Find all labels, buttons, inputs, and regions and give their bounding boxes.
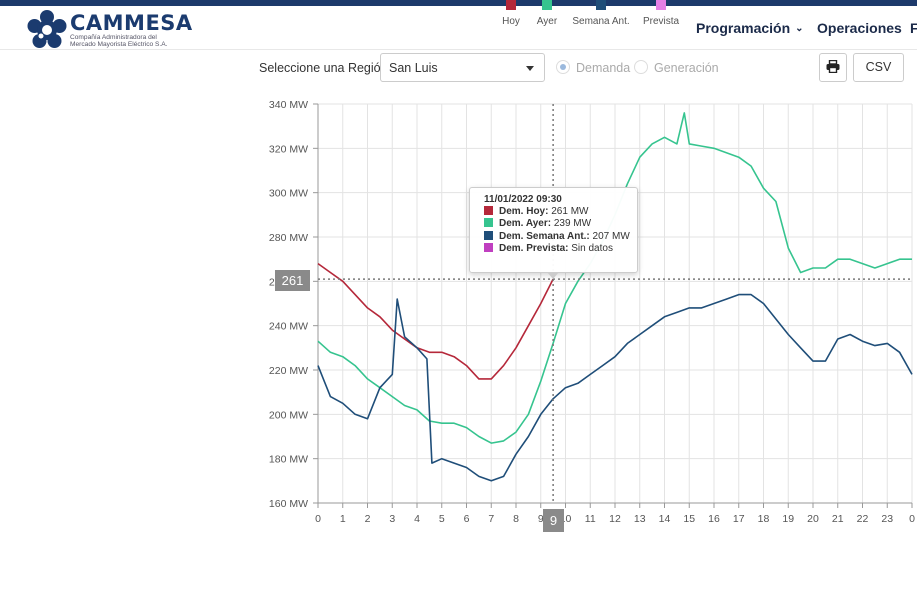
radio-generacion-label[interactable]: Generación: [654, 61, 719, 75]
brand-name: CAMMESA: [70, 11, 193, 35]
legend-label-3[interactable]: Prevista: [642, 16, 680, 27]
x-tick-label: 11: [585, 513, 596, 525]
y-tick-label: 180 MW: [269, 454, 308, 466]
tooltip-value-ayer: 239 MW: [553, 218, 592, 230]
x-tick-label: 12: [609, 513, 621, 525]
site-header: CAMMESA Compañía Administradora del Merc…: [0, 6, 917, 50]
y-tick-label: 240 MW: [269, 321, 308, 333]
logo-mark-icon: [27, 10, 67, 48]
tooltip-swatch-hoy: [484, 206, 493, 215]
x-tick-label: 16: [708, 513, 720, 525]
legend-label-2[interactable]: Semana Ant.: [572, 16, 630, 27]
x-tick-label: 10: [560, 513, 572, 525]
x-tick-label: 22: [857, 513, 869, 525]
crosshair-y-badge: 261: [275, 270, 310, 291]
x-tick-label: 7: [488, 513, 494, 525]
nav-next-item[interactable]: F: [910, 20, 917, 36]
legend-swatch-3[interactable]: [656, 0, 666, 10]
x-tick-label: 8: [513, 513, 519, 525]
region-select[interactable]: San Luis: [380, 53, 545, 82]
print-icon: [826, 59, 840, 74]
nav-operaciones[interactable]: Operaciones: [817, 20, 902, 36]
x-tick-label: 0: [315, 513, 321, 525]
x-tick-label: 2: [365, 513, 371, 525]
radio-generacion[interactable]: [634, 60, 648, 74]
y-tick-label: 220 MW: [269, 365, 308, 377]
legend-swatch-0[interactable]: [506, 0, 516, 10]
x-tick-label: 20: [807, 513, 819, 525]
y-tick-label: 280 MW: [269, 232, 308, 244]
legend-label-1[interactable]: Ayer: [536, 16, 558, 27]
x-tick-label: 14: [659, 513, 671, 525]
x-tick-label: 19: [782, 513, 794, 525]
y-tick-label: 300 MW: [269, 188, 308, 200]
x-tick-label: 0: [909, 513, 915, 525]
radio-demanda-label[interactable]: Demanda: [576, 61, 631, 75]
brand-tagline-line-2: Mercado Mayorista Eléctrico S.A.: [70, 41, 168, 48]
x-tick-label: 3: [389, 513, 395, 525]
top-accent-bar: [0, 0, 917, 6]
y-tick-label: 160 MW: [269, 498, 308, 510]
series-line-semana-ant[interactable]: [317, 293, 913, 482]
csv-button[interactable]: CSV: [853, 53, 904, 82]
tooltip-name-semana: Dem. Semana Ant.:: [499, 230, 590, 242]
nav-programacion[interactable]: Programación ⌄: [696, 20, 804, 36]
y-tick-label: 340 MW: [269, 99, 308, 111]
radio-demanda[interactable]: [556, 60, 570, 74]
x-tick-label: 15: [683, 513, 695, 525]
tooltip-row-prevista: Dem. Prevista: Sin datos: [484, 242, 637, 255]
chart-tooltip: 11/01/2022 09:30 Dem. Hoy: 261 MW Dem. A…: [469, 187, 638, 279]
x-tick-label: 9: [538, 513, 544, 525]
x-tick-label: 23: [881, 513, 893, 525]
tooltip-name-prevista: Dem. Prevista:: [499, 242, 569, 254]
x-tick-label: 4: [414, 513, 420, 525]
tooltip-value-semana: 207 MW: [592, 230, 630, 242]
brand-tagline-line-1: Compañía Administradora del: [70, 34, 157, 41]
legend-label-0[interactable]: Hoy: [502, 16, 520, 27]
cammesa-logo[interactable]: CAMMESA Compañía Administradora del Merc…: [26, 9, 206, 51]
tooltip-name-hoy: Dem. Hoy:: [499, 206, 549, 217]
tooltip-row-hoy: Dem. Hoy: 261 MW: [484, 206, 637, 218]
tooltip-swatch-ayer: [484, 218, 493, 228]
caret-down-icon: [526, 66, 534, 71]
tooltip-value-hoy: 261 MW: [551, 206, 589, 217]
print-button[interactable]: [819, 53, 847, 82]
tooltip-row-ayer: Dem. Ayer: 239 MW: [484, 218, 637, 230]
crosshair-x-badge: 9: [543, 509, 564, 532]
legend-swatch-2[interactable]: [596, 0, 606, 10]
nav-programacion-label: Programación: [696, 20, 791, 36]
chevron-down-icon: ⌄: [795, 23, 804, 34]
region-label: Seleccione una Región: [259, 61, 388, 75]
y-tick-label: 200 MW: [269, 409, 308, 421]
tooltip-title: 11/01/2022 09:30: [484, 194, 562, 205]
x-tick-label: 18: [758, 513, 770, 525]
tooltip-swatch-semana: [484, 230, 493, 240]
tooltip-value-prevista: Sin datos: [571, 242, 613, 254]
tooltip-name-ayer: Dem. Ayer:: [499, 218, 552, 230]
y-tick-label: 320 MW: [269, 143, 308, 155]
tooltip-swatch-prevista: [484, 242, 493, 252]
x-tick-label: 6: [464, 513, 470, 525]
x-tick-label: 13: [634, 513, 646, 525]
x-tick-label: 17: [733, 513, 745, 525]
tooltip-row-semana: Dem. Semana Ant.: 207 MW: [484, 230, 637, 243]
series-line-hoy[interactable]: [317, 262, 554, 380]
x-tick-label: 21: [832, 513, 844, 525]
legend-swatch-1[interactable]: [542, 0, 552, 10]
x-tick-label: 5: [439, 513, 445, 525]
region-select-value: San Luis: [389, 61, 438, 75]
x-tick-label: 1: [340, 513, 346, 525]
brand-tagline: Compañía Administradora del Mercado Mayo…: [70, 34, 210, 48]
